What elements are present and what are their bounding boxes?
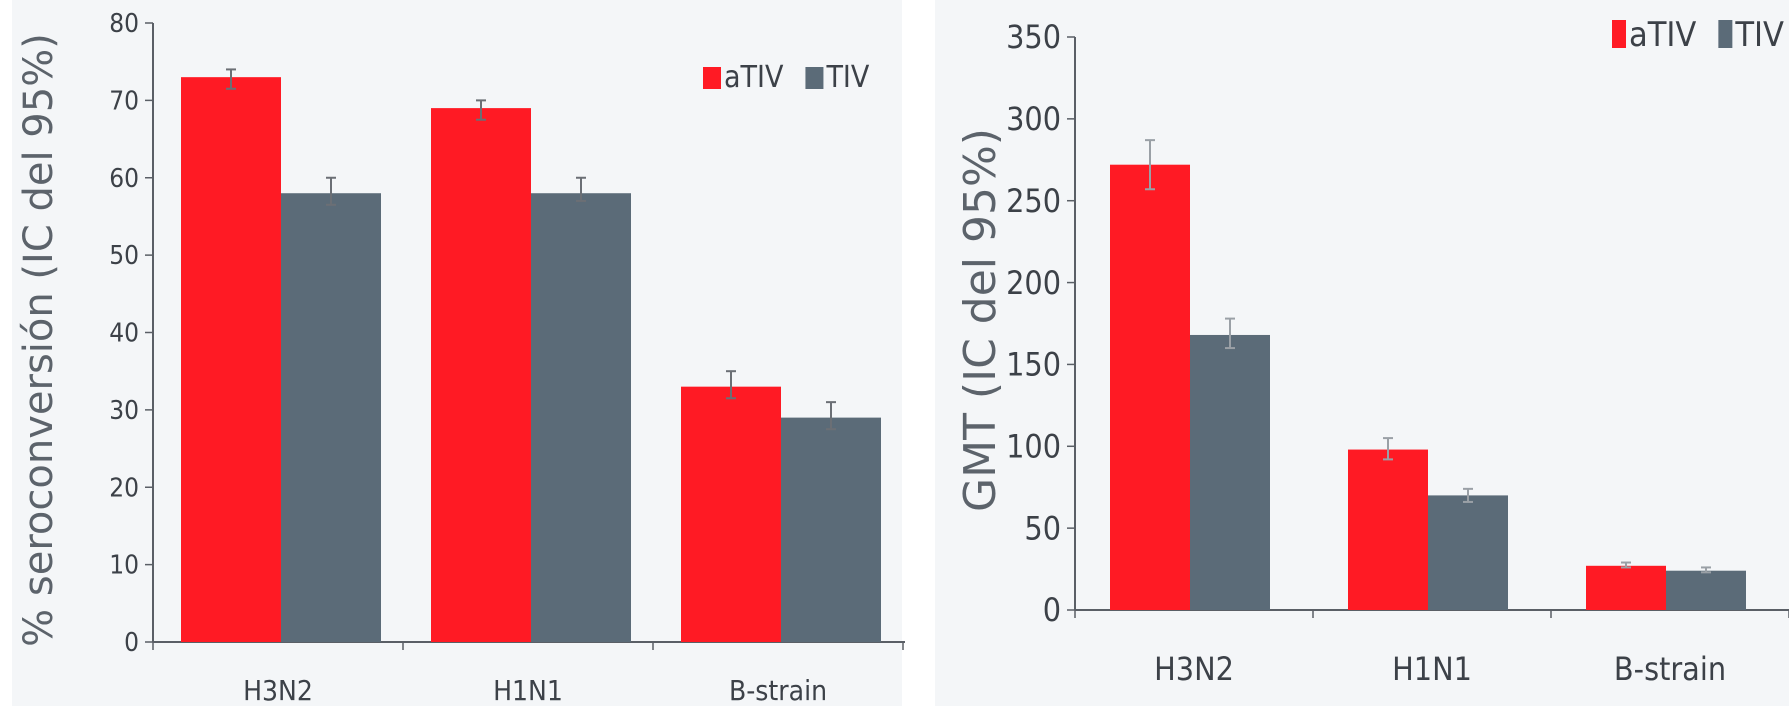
- y-tick-label: 40: [109, 319, 139, 349]
- category-label: H1N1: [1392, 650, 1472, 688]
- y-tick-label: 0: [1043, 591, 1061, 629]
- y-tick-label: 250: [1006, 182, 1061, 220]
- bar-tiv-b-strain: [781, 417, 881, 642]
- y-tick-label: 50: [109, 241, 139, 271]
- legend-swatch-tiv: [805, 67, 824, 89]
- bar-ativ-h1n1: [431, 108, 531, 643]
- bar-ativ-h1n1: [1348, 449, 1428, 610]
- y-tick-label: 0: [124, 628, 139, 658]
- y-axis-title: GMT (IC del 95%): [955, 128, 1006, 512]
- legend-swatch-tiv: [1718, 20, 1733, 48]
- legend-swatch-ativ: [1612, 20, 1626, 48]
- bar-tiv-h1n1: [1428, 495, 1508, 610]
- y-tick-label: 150: [1006, 346, 1061, 384]
- bar-ativ-b-strain: [681, 386, 781, 642]
- y-tick-label: 100: [1006, 427, 1061, 465]
- gmt-chart: 0 50 100 150 200 250 300 350 H3N2 H1N1 B-strain GMT…: [955, 15, 1789, 688]
- category-label: H3N2: [243, 674, 313, 706]
- seroconversion-chart: 0 10 20 30 40 50 60 70 80 H3N2 H1N1 B-strain % seroc…: [16, 9, 905, 706]
- bar-tiv-h3n2: [1190, 334, 1270, 610]
- legend-label-tiv: TIV: [1734, 15, 1784, 55]
- legend-label-ativ: aTIV: [1629, 15, 1696, 55]
- legend-label-tiv: TIV: [825, 60, 869, 95]
- legend-label-ativ: aTIV: [724, 60, 784, 95]
- bar-ativ-b-strain: [1586, 565, 1666, 610]
- category-label: B-strain: [729, 674, 827, 706]
- y-tick-label: 10: [109, 551, 139, 581]
- y-axis-title: % seroconversión (IC del 95%): [16, 33, 62, 647]
- y-tick-label: 350: [1006, 18, 1061, 56]
- category-label: H1N1: [493, 674, 563, 706]
- bar-tiv-h1n1: [531, 193, 631, 642]
- y-tick-label: 300: [1006, 100, 1061, 138]
- y-tick-label: 70: [109, 86, 139, 116]
- category-label: B-strain: [1614, 650, 1726, 688]
- bar-tiv-h3n2: [281, 193, 381, 642]
- y-tick-label: 80: [109, 9, 139, 39]
- y-tick-label: 20: [109, 473, 139, 503]
- category-label: H3N2: [1154, 650, 1234, 688]
- bar-tiv-b-strain: [1666, 570, 1746, 610]
- y-tick-label: 60: [109, 164, 139, 194]
- legend-swatch-ativ: [703, 67, 721, 89]
- y-tick-label: 200: [1006, 264, 1061, 302]
- bar-ativ-h3n2: [181, 77, 281, 643]
- bar-ativ-h3n2: [1110, 164, 1190, 610]
- y-tick-label: 50: [1024, 509, 1061, 547]
- y-tick-label: 30: [109, 396, 139, 426]
